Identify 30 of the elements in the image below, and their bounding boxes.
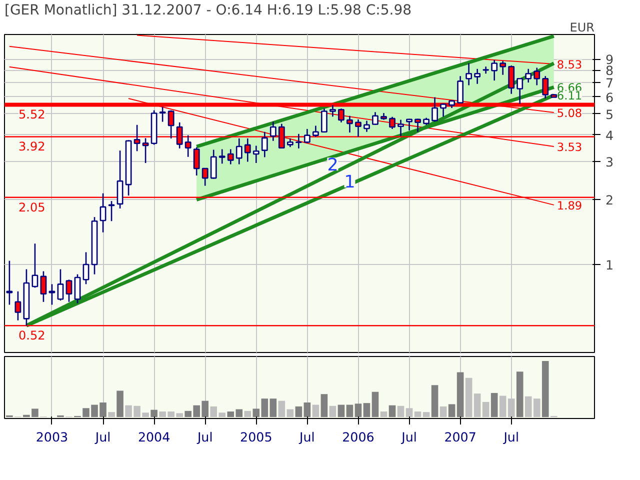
data-label: 8.53 — [556, 58, 582, 72]
y-axis-title: EUR — [570, 20, 594, 34]
ref-line-label: 5.52 — [18, 108, 46, 122]
data-label: 1.89 — [556, 198, 582, 212]
x-tick-label: Jul — [196, 430, 213, 444]
x-tick-label: 2004 — [138, 430, 170, 444]
y-tick-label: 6 — [606, 90, 614, 105]
x-tick-label: 2003 — [36, 430, 68, 444]
x-tick-label: Jul — [298, 430, 315, 444]
y-tick-label: 2 — [606, 192, 614, 208]
annotation: 2 — [327, 156, 338, 176]
y-tick-label: 1 — [606, 257, 614, 272]
y-tick-label: 3 — [606, 154, 614, 170]
x-tick-label: 2006 — [342, 430, 374, 444]
x-tick-label: Jul — [94, 430, 111, 444]
y-tick-label: 8 — [606, 63, 614, 78]
ref-line-label: 2.05 — [18, 200, 46, 214]
data-label: 3.53 — [556, 140, 582, 154]
ref-line-label: 0.52 — [18, 328, 46, 343]
x-tick-label: Jul — [400, 430, 417, 444]
x-tick-label: 2007 — [444, 430, 476, 444]
data-label: 5.08 — [556, 106, 582, 120]
x-tick-label: 2005 — [240, 430, 272, 444]
chart-title: [GER Monatlich] 31.12.2007 - O:6.14 H:6.19 L:5.98 C:5.98 — [4, 2, 412, 18]
x-tick-label: Jul — [502, 430, 519, 444]
y-tick-label: 5 — [606, 106, 614, 122]
y-tick-label: 7 — [606, 76, 614, 91]
y-tick-label: 4 — [606, 128, 614, 143]
ref-line-label: 3.92 — [18, 140, 46, 154]
annotation: 1 — [344, 172, 356, 192]
